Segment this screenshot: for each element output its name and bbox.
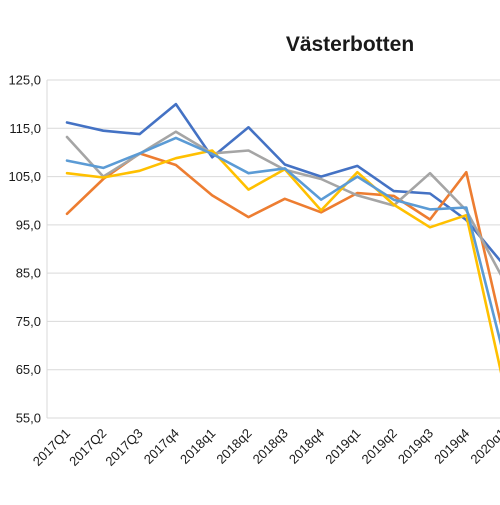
x-tick-label: 2017Q1 — [30, 426, 73, 469]
series-line-4 — [65, 149, 500, 374]
y-axis-ticks: 55,0 65,0 75,0 85,0 95,0 105,0 115,0 125,0 — [8, 73, 41, 426]
y-tick-label: 115,0 — [9, 121, 41, 136]
x-tick-label: 2018q3 — [250, 426, 291, 467]
y-tick-label: 55,0 — [16, 411, 41, 426]
x-tick-label: 2018q4 — [286, 426, 327, 467]
y-tick-label: 95,0 — [16, 217, 41, 232]
series-line-5 — [65, 136, 500, 346]
y-tick-label: 125,0 — [8, 73, 41, 88]
series-line-3 — [65, 130, 500, 276]
x-tick-label: 2019q3 — [395, 426, 436, 467]
x-tick-label: 2019q1 — [322, 426, 363, 467]
x-tick-label: 2017q4 — [141, 426, 182, 467]
series-line-1 — [65, 102, 500, 263]
x-tick-label: 2019q4 — [431, 426, 472, 467]
series-line-2 — [65, 152, 500, 326]
x-axis-ticks: 2017Q12017Q22017Q32017q42018q12018q22018… — [30, 426, 500, 469]
x-tick-label: 2017Q2 — [66, 426, 109, 469]
x-tick-label: 2018q1 — [177, 426, 218, 467]
y-tick-label: 85,0 — [16, 266, 41, 281]
chart-title: Västerbotten — [286, 33, 414, 56]
x-tick-label: 2020q1 — [467, 426, 500, 467]
x-tick-label: 2019q2 — [359, 426, 400, 467]
y-tick-label: 105,0 — [8, 169, 41, 184]
y-tick-label: 75,0 — [16, 314, 41, 329]
x-tick-label: 2018q2 — [213, 426, 254, 467]
series-lines — [65, 102, 500, 374]
x-tick-label: 2017Q3 — [102, 426, 145, 469]
y-tick-label: 65,0 — [16, 362, 41, 377]
